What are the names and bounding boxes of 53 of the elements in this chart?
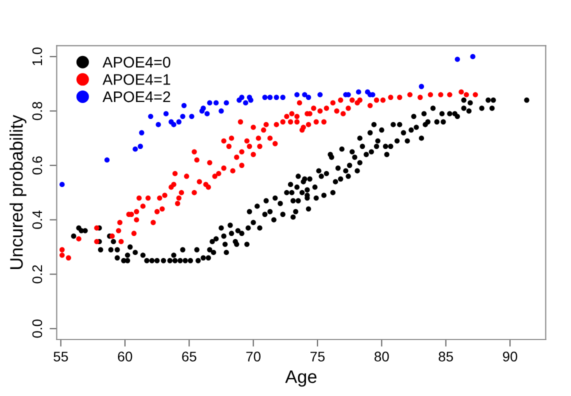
point	[218, 108, 224, 114]
point	[418, 84, 424, 90]
y-tick-label: 0.0	[32, 320, 42, 338]
point	[274, 94, 280, 100]
point	[204, 111, 210, 116]
point	[148, 114, 154, 120]
x-tick-label: 60	[118, 352, 132, 362]
point	[156, 122, 161, 128]
point	[59, 182, 65, 188]
point	[214, 100, 219, 106]
point	[224, 100, 229, 106]
point	[139, 130, 144, 136]
legend-label: APOE4=0	[102, 56, 170, 68]
point	[248, 98, 254, 103]
x-tick-label: 90	[502, 352, 518, 362]
point	[200, 106, 206, 111]
x-tick-label: 75	[310, 352, 325, 362]
point	[267, 94, 273, 100]
point	[239, 94, 244, 100]
x-tick-label: 55	[54, 352, 68, 362]
point	[176, 119, 182, 124]
x-tick-label: 70	[246, 352, 261, 362]
y-axis-title: Uncured probability	[10, 114, 26, 269]
y-tick-label: 0.2	[32, 265, 42, 284]
y-tick-label: 1.0	[32, 47, 42, 66]
point	[294, 92, 300, 98]
point	[306, 94, 312, 100]
point	[454, 56, 460, 62]
point	[262, 94, 268, 100]
point	[207, 100, 212, 106]
point	[163, 111, 169, 116]
x-tick-label: 65	[182, 352, 196, 362]
point	[302, 92, 308, 98]
legend-label: APOE4=2	[102, 91, 170, 102]
point	[132, 146, 138, 152]
point	[189, 114, 194, 120]
point	[138, 144, 143, 149]
x-tick-label: 85	[438, 352, 453, 362]
point	[470, 54, 476, 60]
y-tick-label: 0.8	[32, 102, 42, 120]
point	[317, 92, 323, 98]
point	[171, 122, 176, 128]
x-axis-title: Age	[285, 370, 316, 387]
point	[356, 89, 362, 95]
point	[104, 157, 110, 163]
legend-label: APOE4=1	[102, 74, 170, 85]
x-tick-label: 80	[374, 352, 389, 362]
y-tick-label: 0.6	[32, 156, 42, 175]
point	[280, 94, 286, 100]
y-tick-label: 0.4	[32, 210, 42, 229]
point	[181, 102, 187, 108]
point	[243, 100, 248, 106]
point	[180, 114, 186, 120]
